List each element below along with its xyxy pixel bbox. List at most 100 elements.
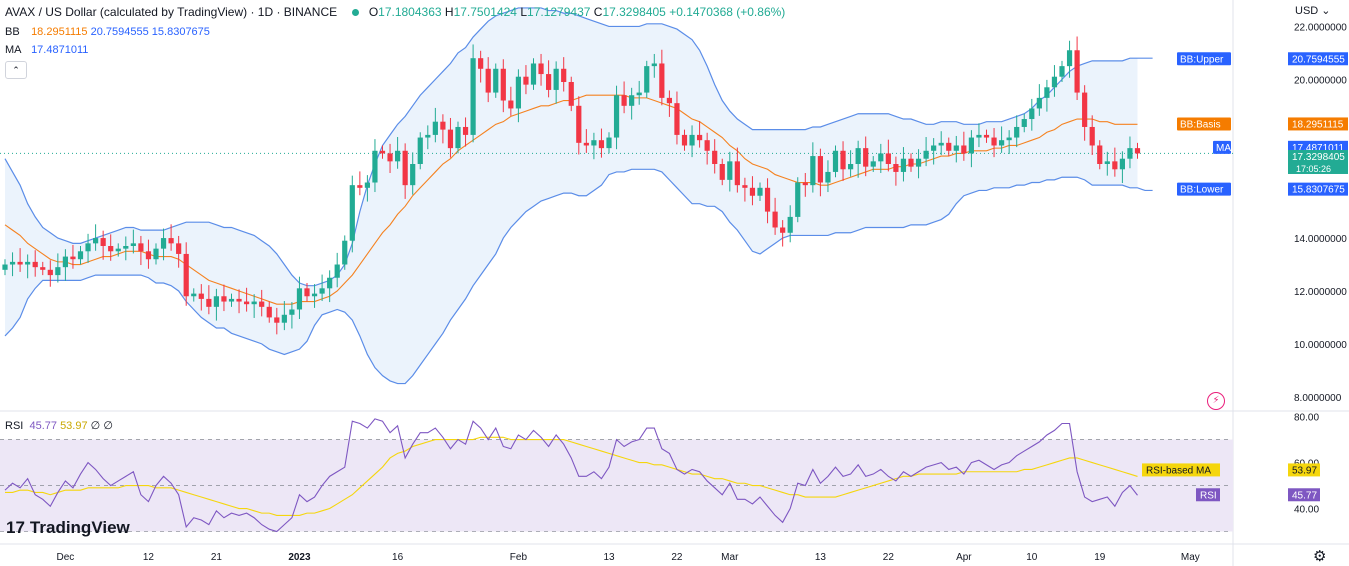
candle-up bbox=[515, 76, 521, 109]
time-tick-label: 21 bbox=[211, 552, 223, 563]
gear-icon[interactable]: ⚙ bbox=[1313, 548, 1327, 565]
candle-up bbox=[825, 171, 831, 183]
candle-up bbox=[334, 264, 340, 278]
rsi-tag-label: RSI-based MA bbox=[1146, 465, 1211, 476]
candle-down bbox=[221, 296, 227, 302]
price-tag: BB:Basis 18.2951115 bbox=[1177, 117, 1348, 131]
lightning-icon[interactable]: ⚡ bbox=[1207, 392, 1225, 410]
collapse-legend-button[interactable]: ⌃ bbox=[5, 61, 27, 79]
ohlc-low: 17.1279437 bbox=[527, 5, 591, 19]
ma-value: 17.4871011 bbox=[31, 44, 89, 56]
candle-up bbox=[311, 293, 318, 297]
candle-down bbox=[621, 95, 627, 106]
candle-up bbox=[787, 216, 793, 233]
candle-up bbox=[848, 164, 854, 170]
time-tick-label: 2023 bbox=[288, 552, 311, 563]
bb-upper-value: 20.7594555 bbox=[90, 26, 149, 38]
candle-up bbox=[85, 243, 91, 252]
rsi-tag-label: RSI bbox=[1200, 490, 1217, 501]
candle-down bbox=[734, 161, 740, 186]
currency-selector[interactable]: USD ⌄ bbox=[1295, 4, 1331, 17]
price-tag: BB:Lower 15.8307675 bbox=[1177, 182, 1348, 196]
candle-down bbox=[17, 261, 23, 265]
price-tag-label: BB:Upper bbox=[1180, 54, 1224, 65]
candle-down bbox=[697, 134, 703, 141]
ohlc-close: 17.3298405 bbox=[602, 5, 666, 19]
candle-down bbox=[712, 150, 718, 164]
time-tick-label: 16 bbox=[392, 552, 404, 563]
rsi-legend[interactable]: RSI 45.77 53.97 ∅ ∅ bbox=[5, 419, 113, 432]
candle-down bbox=[47, 269, 53, 276]
price-tag-value: 20.7594555 bbox=[1292, 54, 1345, 65]
candle-down bbox=[523, 76, 529, 85]
candle-up bbox=[1119, 158, 1125, 170]
time-tick-label: May bbox=[1181, 552, 1200, 563]
candle-up bbox=[319, 288, 325, 294]
candle-up bbox=[470, 58, 476, 135]
candle-up bbox=[9, 261, 16, 265]
candle-up bbox=[1051, 76, 1058, 88]
bb-upper-line bbox=[4, 7, 1153, 287]
logo-mark: 17 bbox=[6, 518, 25, 537]
candle-down bbox=[138, 243, 144, 252]
price-tick-label: 22.0000000 bbox=[1294, 22, 1347, 33]
bb-fill bbox=[5, 7, 1138, 384]
candle-up bbox=[757, 187, 763, 196]
candle-up bbox=[93, 238, 99, 244]
candle-up bbox=[342, 240, 348, 265]
price-tag-bg bbox=[1288, 117, 1348, 131]
candle-down bbox=[583, 142, 589, 146]
candle-up bbox=[1127, 148, 1133, 159]
candle-down bbox=[840, 150, 846, 170]
time-tick-label: Apr bbox=[956, 552, 972, 563]
candle-up bbox=[727, 161, 733, 180]
bb-legend[interactable]: BB 18.2951115 20.7594555 15.8307675 bbox=[5, 26, 210, 38]
candle-up bbox=[1021, 119, 1027, 127]
symbol-title[interactable]: AVAX / US Dollar (calculated by TradingV… bbox=[5, 5, 338, 19]
candle-up bbox=[349, 185, 355, 241]
candle-up bbox=[417, 137, 423, 164]
candle-down bbox=[681, 134, 688, 146]
candle-up bbox=[651, 63, 657, 67]
candle-down bbox=[387, 153, 393, 162]
candle-up bbox=[153, 248, 159, 260]
candle-up bbox=[855, 148, 861, 164]
candle-down bbox=[266, 306, 272, 318]
candle-up bbox=[1104, 161, 1110, 164]
candle-up bbox=[213, 296, 219, 307]
candle-up bbox=[1044, 87, 1050, 98]
candle-up bbox=[455, 126, 461, 149]
candle-down bbox=[802, 182, 808, 186]
candle-up bbox=[832, 150, 839, 172]
price-tag-label-bg bbox=[1213, 140, 1231, 154]
candle-down bbox=[168, 238, 174, 244]
rsi-tag: RSI-based MA 53.97 bbox=[1142, 463, 1320, 477]
candle-up bbox=[130, 243, 136, 246]
time-tick-label: Feb bbox=[510, 552, 528, 563]
rsi-tick-label: 80.00 bbox=[1294, 413, 1319, 424]
candle-down bbox=[742, 185, 748, 188]
ohlc-open-label: O bbox=[368, 5, 379, 19]
candle-down bbox=[1089, 126, 1095, 146]
price-tick-label: 20.0000000 bbox=[1294, 75, 1347, 86]
candle-down bbox=[568, 82, 574, 106]
ma-legend[interactable]: MA 17.4871011 bbox=[5, 44, 88, 56]
candle-down bbox=[961, 145, 967, 154]
rsi-legend-ma-value: 53.97 bbox=[60, 420, 88, 432]
symbol-legend: AVAX / US Dollar (calculated by TradingV… bbox=[5, 5, 785, 19]
time-tick-label: 22 bbox=[671, 552, 683, 563]
candle-up bbox=[364, 182, 370, 188]
candle-down bbox=[598, 140, 605, 149]
candle-up bbox=[1006, 137, 1012, 141]
price-tag-value: 15.8307675 bbox=[1292, 185, 1345, 196]
price-tick-label: 8.0000000 bbox=[1294, 393, 1342, 404]
candle-down bbox=[538, 63, 544, 75]
candle-up bbox=[55, 267, 61, 276]
candle-down bbox=[704, 140, 710, 151]
bb-lower-line bbox=[4, 168, 1153, 385]
tradingview-logo[interactable]: 17 TradingView bbox=[6, 518, 130, 538]
candle-up bbox=[530, 63, 537, 85]
candle-up bbox=[115, 248, 121, 252]
